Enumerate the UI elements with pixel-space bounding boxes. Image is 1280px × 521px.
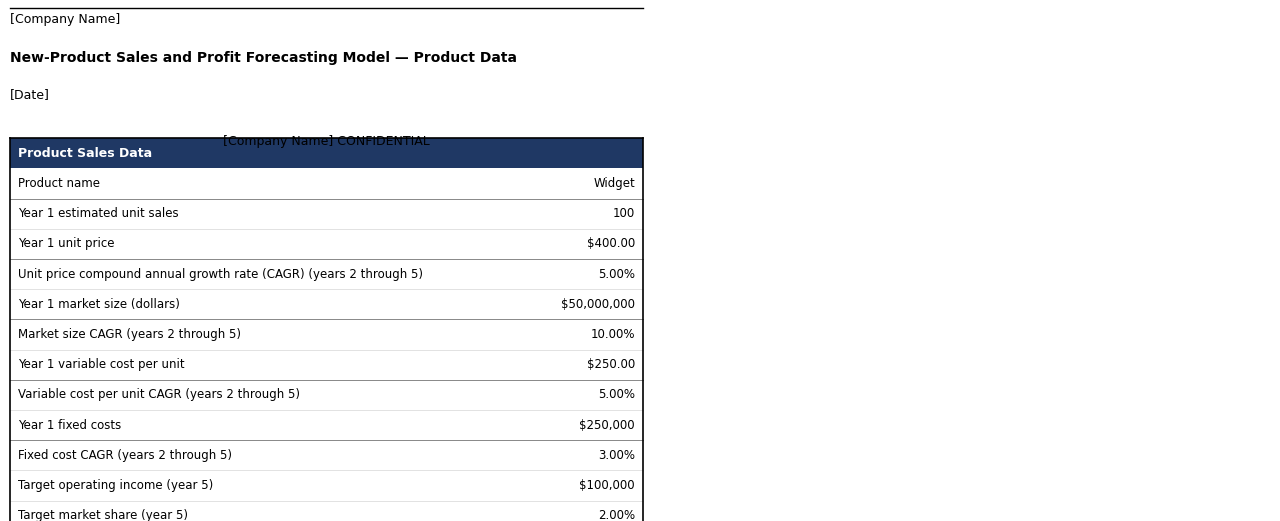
- Text: $50,000,000: $50,000,000: [561, 298, 635, 311]
- FancyBboxPatch shape: [10, 229, 643, 259]
- FancyBboxPatch shape: [10, 259, 643, 289]
- Text: Fixed cost CAGR (years 2 through 5): Fixed cost CAGR (years 2 through 5): [18, 449, 232, 462]
- Text: $400.00: $400.00: [586, 238, 635, 250]
- Text: Year 1 variable cost per unit: Year 1 variable cost per unit: [18, 358, 184, 371]
- FancyBboxPatch shape: [10, 319, 643, 350]
- Text: Target market share (year 5): Target market share (year 5): [18, 510, 188, 521]
- Text: Target operating income (year 5): Target operating income (year 5): [18, 479, 214, 492]
- FancyBboxPatch shape: [10, 289, 643, 319]
- FancyBboxPatch shape: [10, 168, 643, 199]
- Text: $250,000: $250,000: [580, 419, 635, 431]
- Text: [Company Name]: [Company Name]: [10, 13, 120, 26]
- Text: Year 1 market size (dollars): Year 1 market size (dollars): [18, 298, 179, 311]
- FancyBboxPatch shape: [10, 350, 643, 380]
- FancyBboxPatch shape: [10, 470, 643, 501]
- Text: Unit price compound annual growth rate (CAGR) (years 2 through 5): Unit price compound annual growth rate (…: [18, 268, 422, 280]
- Text: [Date]: [Date]: [10, 88, 50, 101]
- Text: $250.00: $250.00: [586, 358, 635, 371]
- FancyBboxPatch shape: [10, 410, 643, 440]
- FancyBboxPatch shape: [10, 501, 643, 521]
- FancyBboxPatch shape: [10, 440, 643, 470]
- Text: Year 1 estimated unit sales: Year 1 estimated unit sales: [18, 207, 178, 220]
- Text: Variable cost per unit CAGR (years 2 through 5): Variable cost per unit CAGR (years 2 thr…: [18, 389, 300, 401]
- Text: 100: 100: [613, 207, 635, 220]
- Text: Year 1 fixed costs: Year 1 fixed costs: [18, 419, 122, 431]
- Text: Product Sales Data: Product Sales Data: [18, 147, 152, 159]
- Text: New-Product Sales and Profit Forecasting Model — Product Data: New-Product Sales and Profit Forecasting…: [10, 51, 517, 65]
- Text: Widget: Widget: [593, 177, 635, 190]
- Text: 3.00%: 3.00%: [598, 449, 635, 462]
- Text: 5.00%: 5.00%: [598, 268, 635, 280]
- Text: Market size CAGR (years 2 through 5): Market size CAGR (years 2 through 5): [18, 328, 241, 341]
- Text: 2.00%: 2.00%: [598, 510, 635, 521]
- Text: [Company Name] CONFIDENTIAL: [Company Name] CONFIDENTIAL: [223, 135, 430, 148]
- FancyBboxPatch shape: [10, 380, 643, 410]
- Text: Product name: Product name: [18, 177, 100, 190]
- FancyBboxPatch shape: [10, 138, 643, 168]
- FancyBboxPatch shape: [10, 199, 643, 229]
- Text: 5.00%: 5.00%: [598, 389, 635, 401]
- Text: Year 1 unit price: Year 1 unit price: [18, 238, 114, 250]
- Text: 10.00%: 10.00%: [590, 328, 635, 341]
- Text: $100,000: $100,000: [580, 479, 635, 492]
